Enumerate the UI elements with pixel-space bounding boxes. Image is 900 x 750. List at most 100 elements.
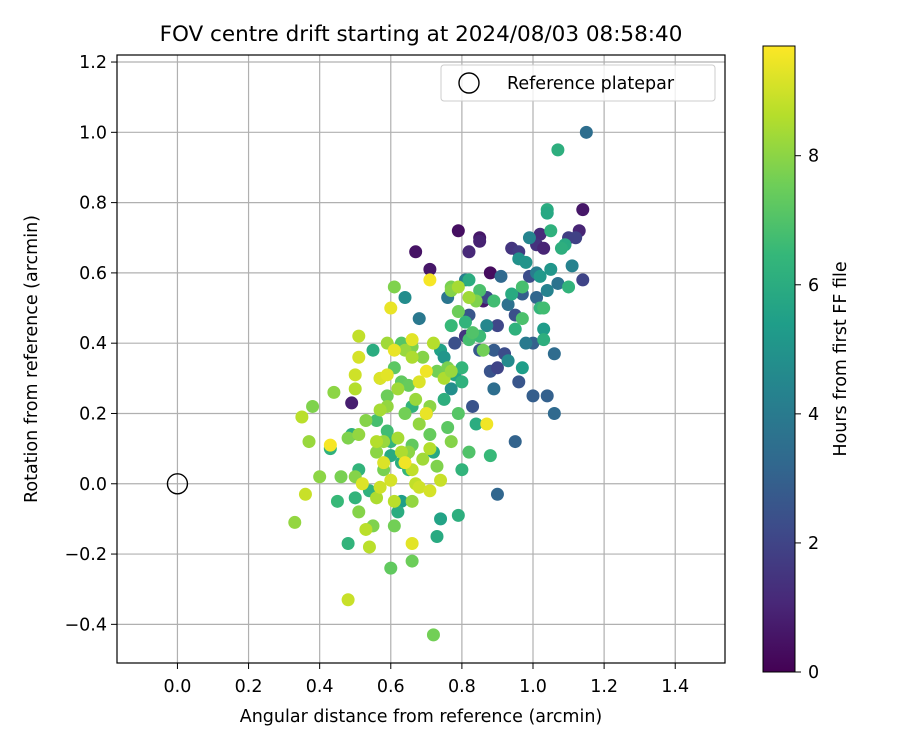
data-point bbox=[391, 505, 405, 519]
data-point bbox=[526, 389, 540, 403]
data-point bbox=[576, 273, 590, 287]
data-point bbox=[348, 382, 362, 396]
colorbar-tick-label: 6 bbox=[808, 276, 819, 296]
data-point bbox=[490, 361, 504, 375]
data-point bbox=[544, 262, 558, 276]
data-point bbox=[426, 336, 440, 350]
data-point bbox=[530, 290, 544, 304]
data-point bbox=[323, 438, 337, 452]
data-point bbox=[451, 406, 465, 420]
data-point bbox=[476, 343, 490, 357]
data-point bbox=[451, 305, 465, 319]
x-tick-label: 0.6 bbox=[377, 677, 405, 697]
y-axis-label: Rotation from reference (arcmin) bbox=[22, 215, 42, 503]
data-point bbox=[313, 470, 327, 484]
data-point bbox=[380, 424, 394, 438]
data-point bbox=[462, 245, 476, 259]
data-point bbox=[451, 224, 465, 238]
data-point bbox=[402, 378, 416, 392]
data-point bbox=[444, 364, 458, 378]
data-point bbox=[387, 343, 401, 357]
data-point bbox=[505, 287, 519, 301]
data-point bbox=[373, 403, 387, 417]
y-tick-label: −0.4 bbox=[65, 615, 108, 635]
data-point bbox=[352, 329, 366, 343]
data-point bbox=[547, 347, 561, 361]
data-point bbox=[359, 522, 373, 536]
data-point bbox=[373, 480, 387, 494]
data-point bbox=[359, 414, 373, 428]
data-point bbox=[565, 259, 579, 273]
data-point bbox=[551, 143, 565, 157]
y-tick-label: −0.2 bbox=[65, 545, 108, 565]
data-point bbox=[437, 350, 451, 364]
data-point bbox=[579, 125, 593, 139]
data-point bbox=[412, 480, 426, 494]
data-point bbox=[444, 319, 458, 333]
data-point bbox=[451, 280, 465, 294]
colorbar-tick-label: 8 bbox=[808, 147, 819, 167]
data-point bbox=[370, 445, 384, 459]
data-point bbox=[490, 319, 504, 333]
data-point bbox=[380, 368, 394, 382]
data-point bbox=[426, 628, 440, 642]
data-point bbox=[370, 414, 384, 428]
data-point bbox=[352, 428, 366, 442]
data-point bbox=[387, 494, 401, 508]
data-point bbox=[412, 417, 426, 431]
x-axis-label: Angular distance from reference (arcmin) bbox=[240, 707, 603, 727]
data-point bbox=[398, 456, 412, 470]
data-point bbox=[416, 452, 430, 466]
data-point bbox=[562, 280, 576, 294]
data-point bbox=[362, 540, 376, 554]
data-point bbox=[387, 280, 401, 294]
data-point bbox=[494, 269, 508, 283]
data-point bbox=[434, 473, 448, 487]
data-point bbox=[423, 484, 437, 498]
data-point bbox=[355, 477, 369, 491]
colorbar-label: Hours from first FF file bbox=[831, 261, 851, 456]
data-point bbox=[348, 368, 362, 382]
legend-box bbox=[440, 64, 716, 102]
data-point bbox=[430, 529, 444, 543]
data-point bbox=[391, 431, 405, 445]
data-point bbox=[508, 322, 522, 336]
y-tick-label: 0.6 bbox=[79, 264, 107, 284]
data-point bbox=[512, 375, 526, 389]
data-point bbox=[448, 336, 462, 350]
data-point bbox=[515, 361, 529, 375]
data-point bbox=[487, 343, 501, 357]
x-tick-label: 0.2 bbox=[235, 677, 263, 697]
data-point bbox=[519, 336, 533, 350]
data-point bbox=[352, 505, 366, 519]
data-point bbox=[487, 382, 501, 396]
data-point bbox=[416, 350, 430, 364]
data-point bbox=[341, 537, 355, 551]
data-point bbox=[547, 406, 561, 420]
data-point bbox=[551, 276, 565, 290]
data-point bbox=[419, 406, 433, 420]
data-point bbox=[295, 410, 309, 424]
data-point bbox=[576, 203, 590, 217]
data-point bbox=[444, 435, 458, 449]
data-point bbox=[508, 435, 522, 449]
x-axis: 0.0 0.2 0.4 0.6 0.8 1.0 1.2 1.4 bbox=[164, 663, 689, 697]
data-point bbox=[480, 417, 494, 431]
data-point bbox=[544, 224, 558, 238]
reference-platepar-marker bbox=[166, 473, 189, 495]
data-point bbox=[345, 396, 359, 410]
y-tick-label: 0.8 bbox=[79, 194, 107, 214]
y-tick-label: 1.2 bbox=[79, 53, 107, 73]
data-point bbox=[405, 494, 419, 508]
data-point bbox=[330, 494, 344, 508]
data-point bbox=[437, 392, 451, 406]
x-tick-label: 0.4 bbox=[306, 677, 334, 697]
legend: Reference platepar bbox=[440, 64, 716, 102]
y-tick-label: 0.0 bbox=[79, 475, 107, 495]
data-point bbox=[412, 312, 426, 326]
data-point bbox=[487, 294, 501, 308]
data-point bbox=[391, 382, 405, 396]
y-axis: −0.4 −0.2 0.0 0.2 0.4 0.6 0.8 1.0 1.2 bbox=[65, 53, 117, 635]
data-point bbox=[348, 491, 362, 505]
data-point bbox=[423, 262, 437, 276]
